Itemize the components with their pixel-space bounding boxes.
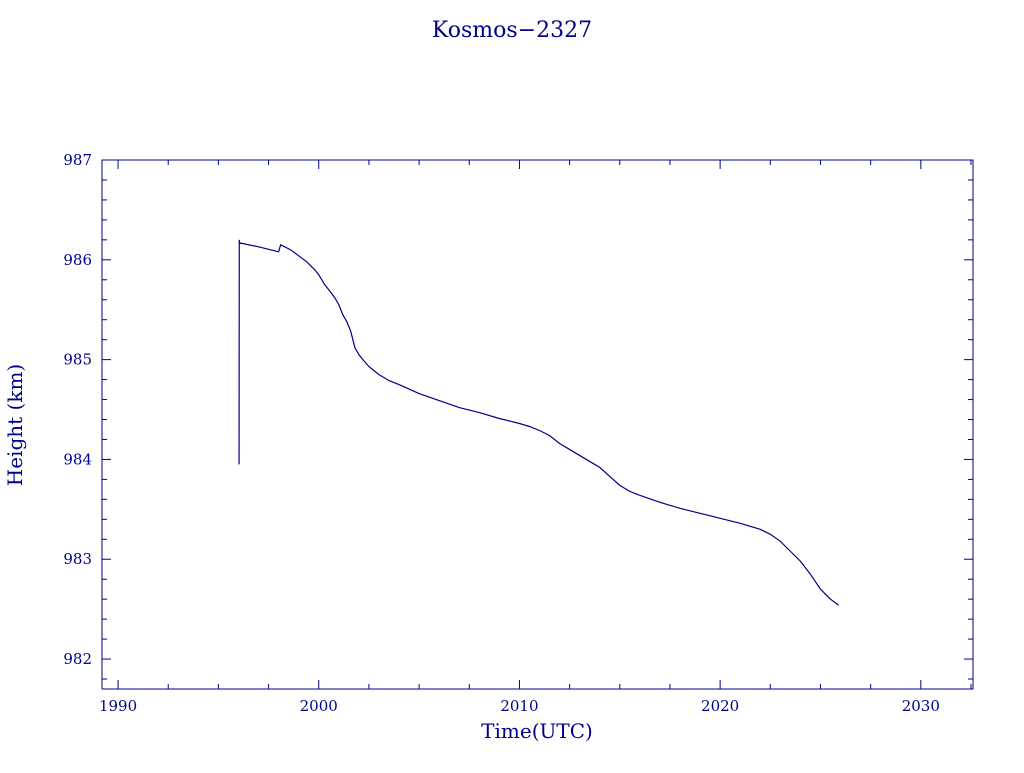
x-axis-ticks [117,160,972,689]
y-axis-title: Height (km) [3,364,27,486]
y-axis-tick-labels: 982 983 984 985 986 987 [63,151,92,668]
height-series-line [238,239,839,606]
x-tick-label: 2020 [701,697,739,715]
y-tick-label: 984 [63,450,92,468]
x-axis-title: Time(UTC) [481,719,593,743]
x-tick-label: 2030 [902,697,940,715]
chart-title: Kosmos−2327 [432,18,592,43]
y-tick-label: 985 [63,351,92,369]
y-tick-label: 986 [63,251,92,269]
y-tick-label: 983 [63,550,92,568]
y-tick-label: 982 [63,650,92,668]
x-axis-tick-labels: 1990 2000 2010 2020 2030 [99,697,940,715]
plot-frame [101,159,974,690]
x-tick-label: 1990 [99,697,137,715]
x-tick-label: 2000 [300,697,338,715]
y-axis-ticks [102,159,973,680]
x-tick-label: 2010 [500,697,538,715]
y-tick-label: 987 [63,151,92,169]
